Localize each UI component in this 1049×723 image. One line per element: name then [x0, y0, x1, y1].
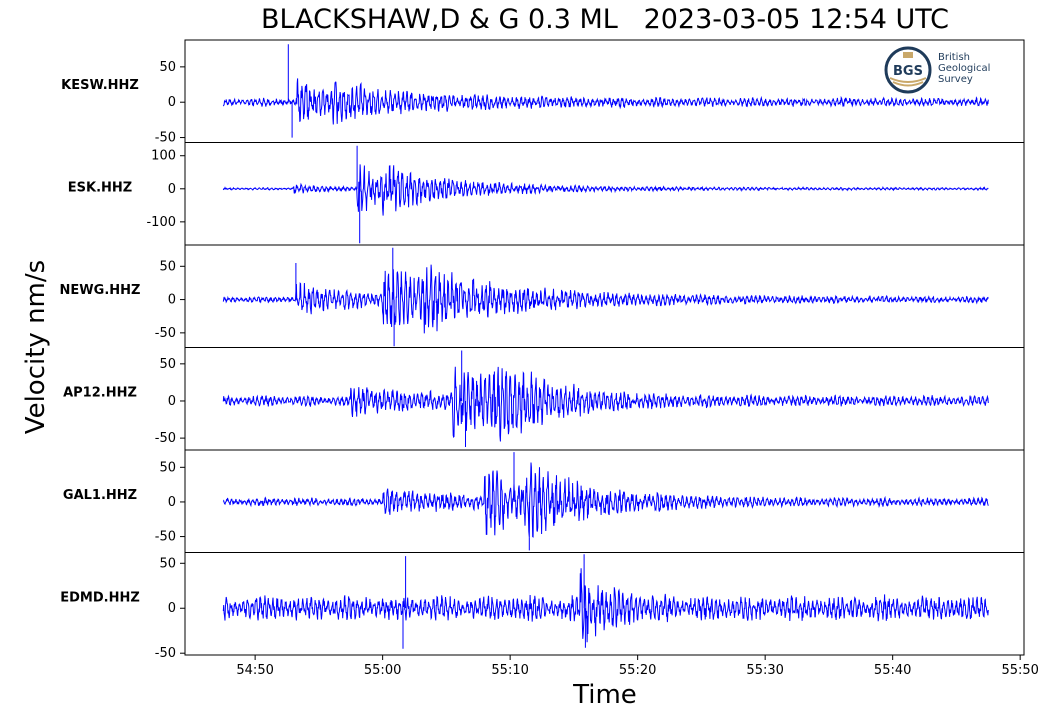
waveform-gal1-hhz	[222, 452, 989, 551]
x-tick-label: 54:50	[236, 663, 273, 678]
waveform-kesw-hhz	[222, 44, 989, 138]
y-tick-label: 50	[159, 357, 176, 372]
y-tick-label: -50	[155, 326, 176, 341]
y-tick-label: 100	[151, 149, 176, 164]
x-tick-label: 55:30	[746, 663, 783, 678]
x-axis-label: Time	[573, 680, 637, 710]
y-tick-label: -50	[155, 646, 176, 661]
y-tick-label: 0	[168, 182, 176, 197]
station-label: ESK.HHZ	[68, 181, 132, 196]
waveform-newg-hhz	[222, 247, 989, 347]
waveform-ap12-hhz	[222, 350, 989, 447]
x-tick-label: 55:10	[491, 663, 528, 678]
station-label: GAL1.HHZ	[63, 488, 137, 503]
logo-wordmark: British Geological Survey	[938, 52, 990, 85]
station-label: NEWG.HHZ	[60, 283, 141, 298]
y-tick-label: 0	[168, 95, 176, 110]
x-tick-label: 55:00	[364, 663, 401, 678]
x-tick-label: 55:50	[1001, 663, 1038, 678]
waveform-esk-hhz	[222, 145, 989, 244]
x-tick-label: 55:20	[619, 663, 656, 678]
y-tick-label: 50	[159, 556, 176, 571]
y-tick-label: 50	[159, 259, 176, 274]
y-tick-label: 50	[159, 60, 176, 75]
bgs-logo: BGS British Geological Survey	[884, 46, 1004, 96]
station-label: KESW.HHZ	[61, 78, 139, 93]
logo-line-1: British	[938, 52, 970, 63]
y-tick-label: -50	[155, 131, 176, 146]
bgs-seal-icon: BGS	[884, 46, 932, 94]
y-tick-label: 0	[168, 293, 176, 308]
y-tick-label: 0	[168, 495, 176, 510]
y-tick-label: 50	[159, 460, 176, 475]
panel-frame	[184, 142, 1025, 246]
logo-initials: BGS	[893, 64, 923, 79]
y-tick-label: -50	[155, 431, 176, 446]
x-tick-label: 55:40	[874, 663, 911, 678]
station-label: AP12.HHZ	[63, 386, 137, 401]
y-tick-label: 0	[168, 601, 176, 616]
y-tick-label: 0	[168, 394, 176, 409]
waveform-edmd-hhz	[222, 554, 989, 649]
panel-frame	[184, 552, 1025, 656]
y-tick-label: -50	[155, 530, 176, 545]
y-tick-label: -100	[146, 215, 176, 230]
logo-line-3: Survey	[938, 74, 973, 85]
logo-line-2: Geological	[938, 63, 991, 74]
station-label: EDMD.HHZ	[60, 591, 140, 606]
chart-title: BLACKSHAW,D & G 0.3 ML 2023-03-05 12:54 …	[261, 4, 949, 35]
